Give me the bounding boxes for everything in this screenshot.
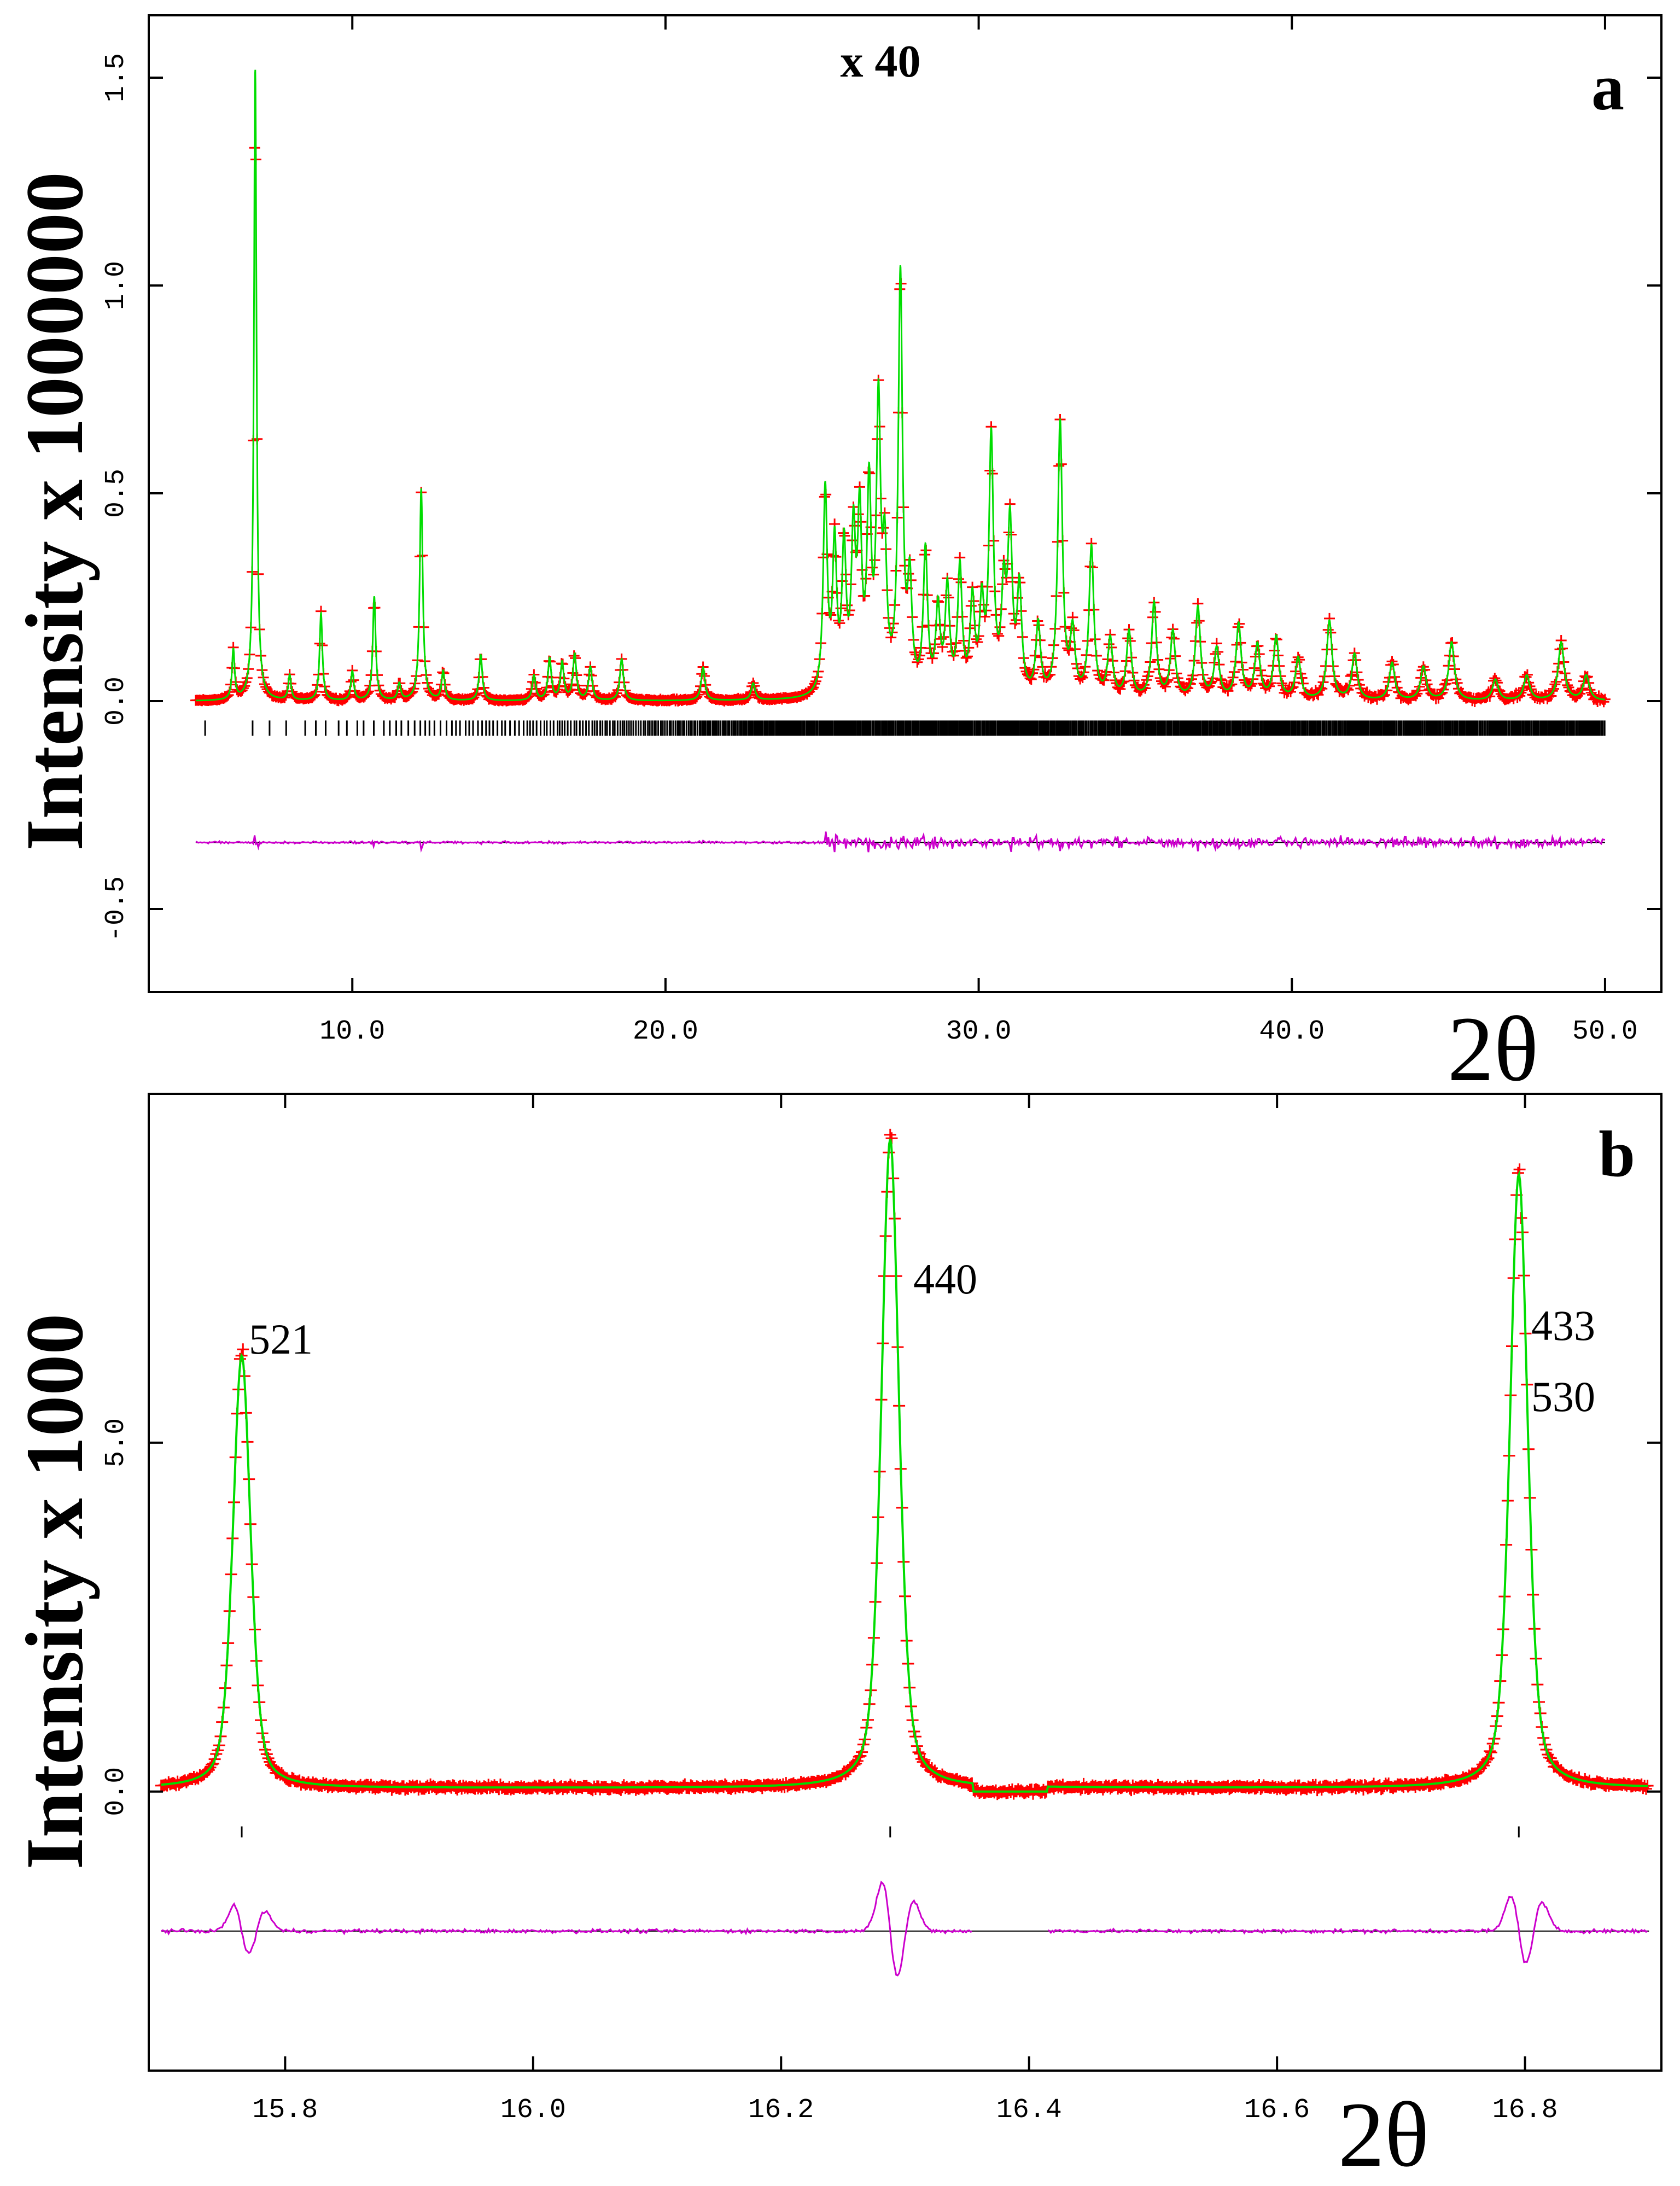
panel-a-x-tick-label: 50.0 <box>1572 1016 1638 1047</box>
panel-b: 15.8 16.0 16.2 16.4 16.6 16.8 0.0 5.0 b 521 440… <box>9 1093 1662 2186</box>
panel-b-peak-label-530: 530 <box>1531 1373 1595 1420</box>
panel-a-difference-curve <box>195 831 1606 853</box>
panel-a-x-tick-label: 10.0 <box>319 1016 385 1047</box>
panel-b-x-tick-label: 16.4 <box>996 2095 1062 2126</box>
panel-b-peak-label-433: 433 <box>1531 1302 1595 1349</box>
panel-b-x-tick-label: 16.0 <box>500 2095 566 2126</box>
panel-b-x-tick-label: 16.2 <box>748 2095 814 2126</box>
panel-a-axes: 10.0 20.0 30.0 40.0 50.0 -0.5 0.0 0.5 1.0 1.5 <box>101 15 1661 1047</box>
panel-b-label: b <box>1599 1117 1635 1190</box>
panel-b-observed-points <box>155 1128 1654 1800</box>
panel-b-y-tick-label: 5.0 <box>101 1418 132 1467</box>
panel-a-label: a <box>1591 51 1624 124</box>
panel-b-y-axis-label: Intensity x 1000 <box>9 1314 100 1870</box>
panel-b-difference-curve <box>160 1880 972 1977</box>
panel-a-scale-annotation: x 40 <box>841 36 921 87</box>
panel-b-x-tick-label: 15.8 <box>252 2095 318 2126</box>
panel-a-y-tick-label: 0.5 <box>101 469 132 518</box>
panel-a-x-tick-label: 30.0 <box>946 1016 1012 1047</box>
panel-b-peak-label-521: 521 <box>249 1315 313 1363</box>
panel-a-frame <box>148 14 1662 993</box>
panel-b-peak-label-440: 440 <box>913 1255 977 1303</box>
panel-a-x-tick-label: 40.0 <box>1259 1016 1325 1047</box>
panel-a-y-tick-label: 0.0 <box>101 677 132 726</box>
panel-b-frame <box>148 1093 1662 2072</box>
panel-b-difference-curve-2 <box>1047 1896 1648 1963</box>
panel-a-curves <box>190 69 1611 853</box>
panel-a-y-tick-label: 1.5 <box>101 53 132 102</box>
panel-a-y-axis-label: Intensity x 1000000 <box>9 172 100 851</box>
panel-a-x-axis-label: 2θ <box>1448 998 1538 1100</box>
panel-a-calculated-curve <box>195 69 1605 702</box>
panel-b-x-tick-label: 16.6 <box>1244 2095 1310 2126</box>
panel-b-curves <box>155 1128 1654 1977</box>
panel-a-x-tick-label: 20.0 <box>633 1016 698 1047</box>
panel-a-y-tick-label: -0.5 <box>101 876 132 942</box>
panel-b-axes: 15.8 16.0 16.2 16.4 16.6 16.8 0.0 5.0 <box>101 1094 1661 2126</box>
panel-a-observed-points <box>190 142 1611 708</box>
panel-a-y-tick-label: 1.0 <box>101 261 132 310</box>
panel-b-y-tick-label: 0.0 <box>101 1767 132 1816</box>
panel-b-x-tick-label: 16.8 <box>1492 2095 1558 2126</box>
panel-b-x-axis-label: 2θ <box>1338 2083 1429 2186</box>
panel-a: 10.0 20.0 30.0 40.0 50.0 -0.5 0.0 0.5 1.0 1.5 x 4… <box>9 14 1662 1100</box>
panel-b-calculated-curve <box>161 1139 1648 1793</box>
panel-a-reflection-markers <box>204 720 1606 736</box>
